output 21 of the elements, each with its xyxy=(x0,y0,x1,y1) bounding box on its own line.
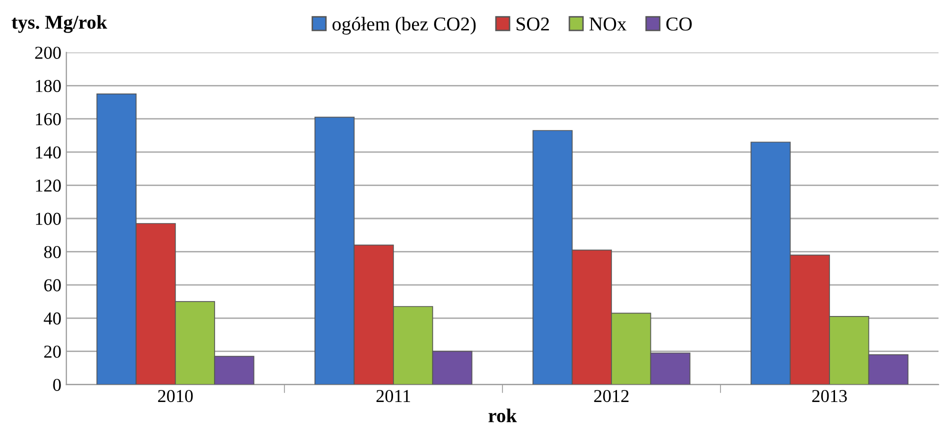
y-tick-label: 80 xyxy=(44,246,61,258)
y-tick-label: 20 xyxy=(44,346,61,358)
y-tick-label: 40 xyxy=(44,312,61,325)
y-tick-label: 140 xyxy=(36,146,61,159)
y-tick-label: 200 xyxy=(35,46,61,59)
y-tick-label: 100 xyxy=(36,212,61,225)
y-tick-label: 160 xyxy=(36,113,61,126)
y-tick-label: 120 xyxy=(36,180,61,192)
legend-label: NOx xyxy=(589,18,626,31)
y-tick-label: 60 xyxy=(44,279,61,292)
x-tick-label: 2010 xyxy=(158,390,193,402)
x-tick-label: 2011 xyxy=(376,390,410,402)
x-tick-label: 2012 xyxy=(594,390,629,402)
x-axis-title: rok xyxy=(488,408,517,422)
y-tick-label: 180 xyxy=(36,80,61,92)
y-tick-label: 0 xyxy=(53,378,61,391)
y-axis-title: tys. Mg/rok xyxy=(12,15,108,33)
legend-label: CO xyxy=(666,18,692,31)
legend-label: SO2 xyxy=(516,18,549,31)
x-tick-label: 2013 xyxy=(812,390,847,402)
legend-label: ogółem (bez CO2) xyxy=(332,16,476,35)
